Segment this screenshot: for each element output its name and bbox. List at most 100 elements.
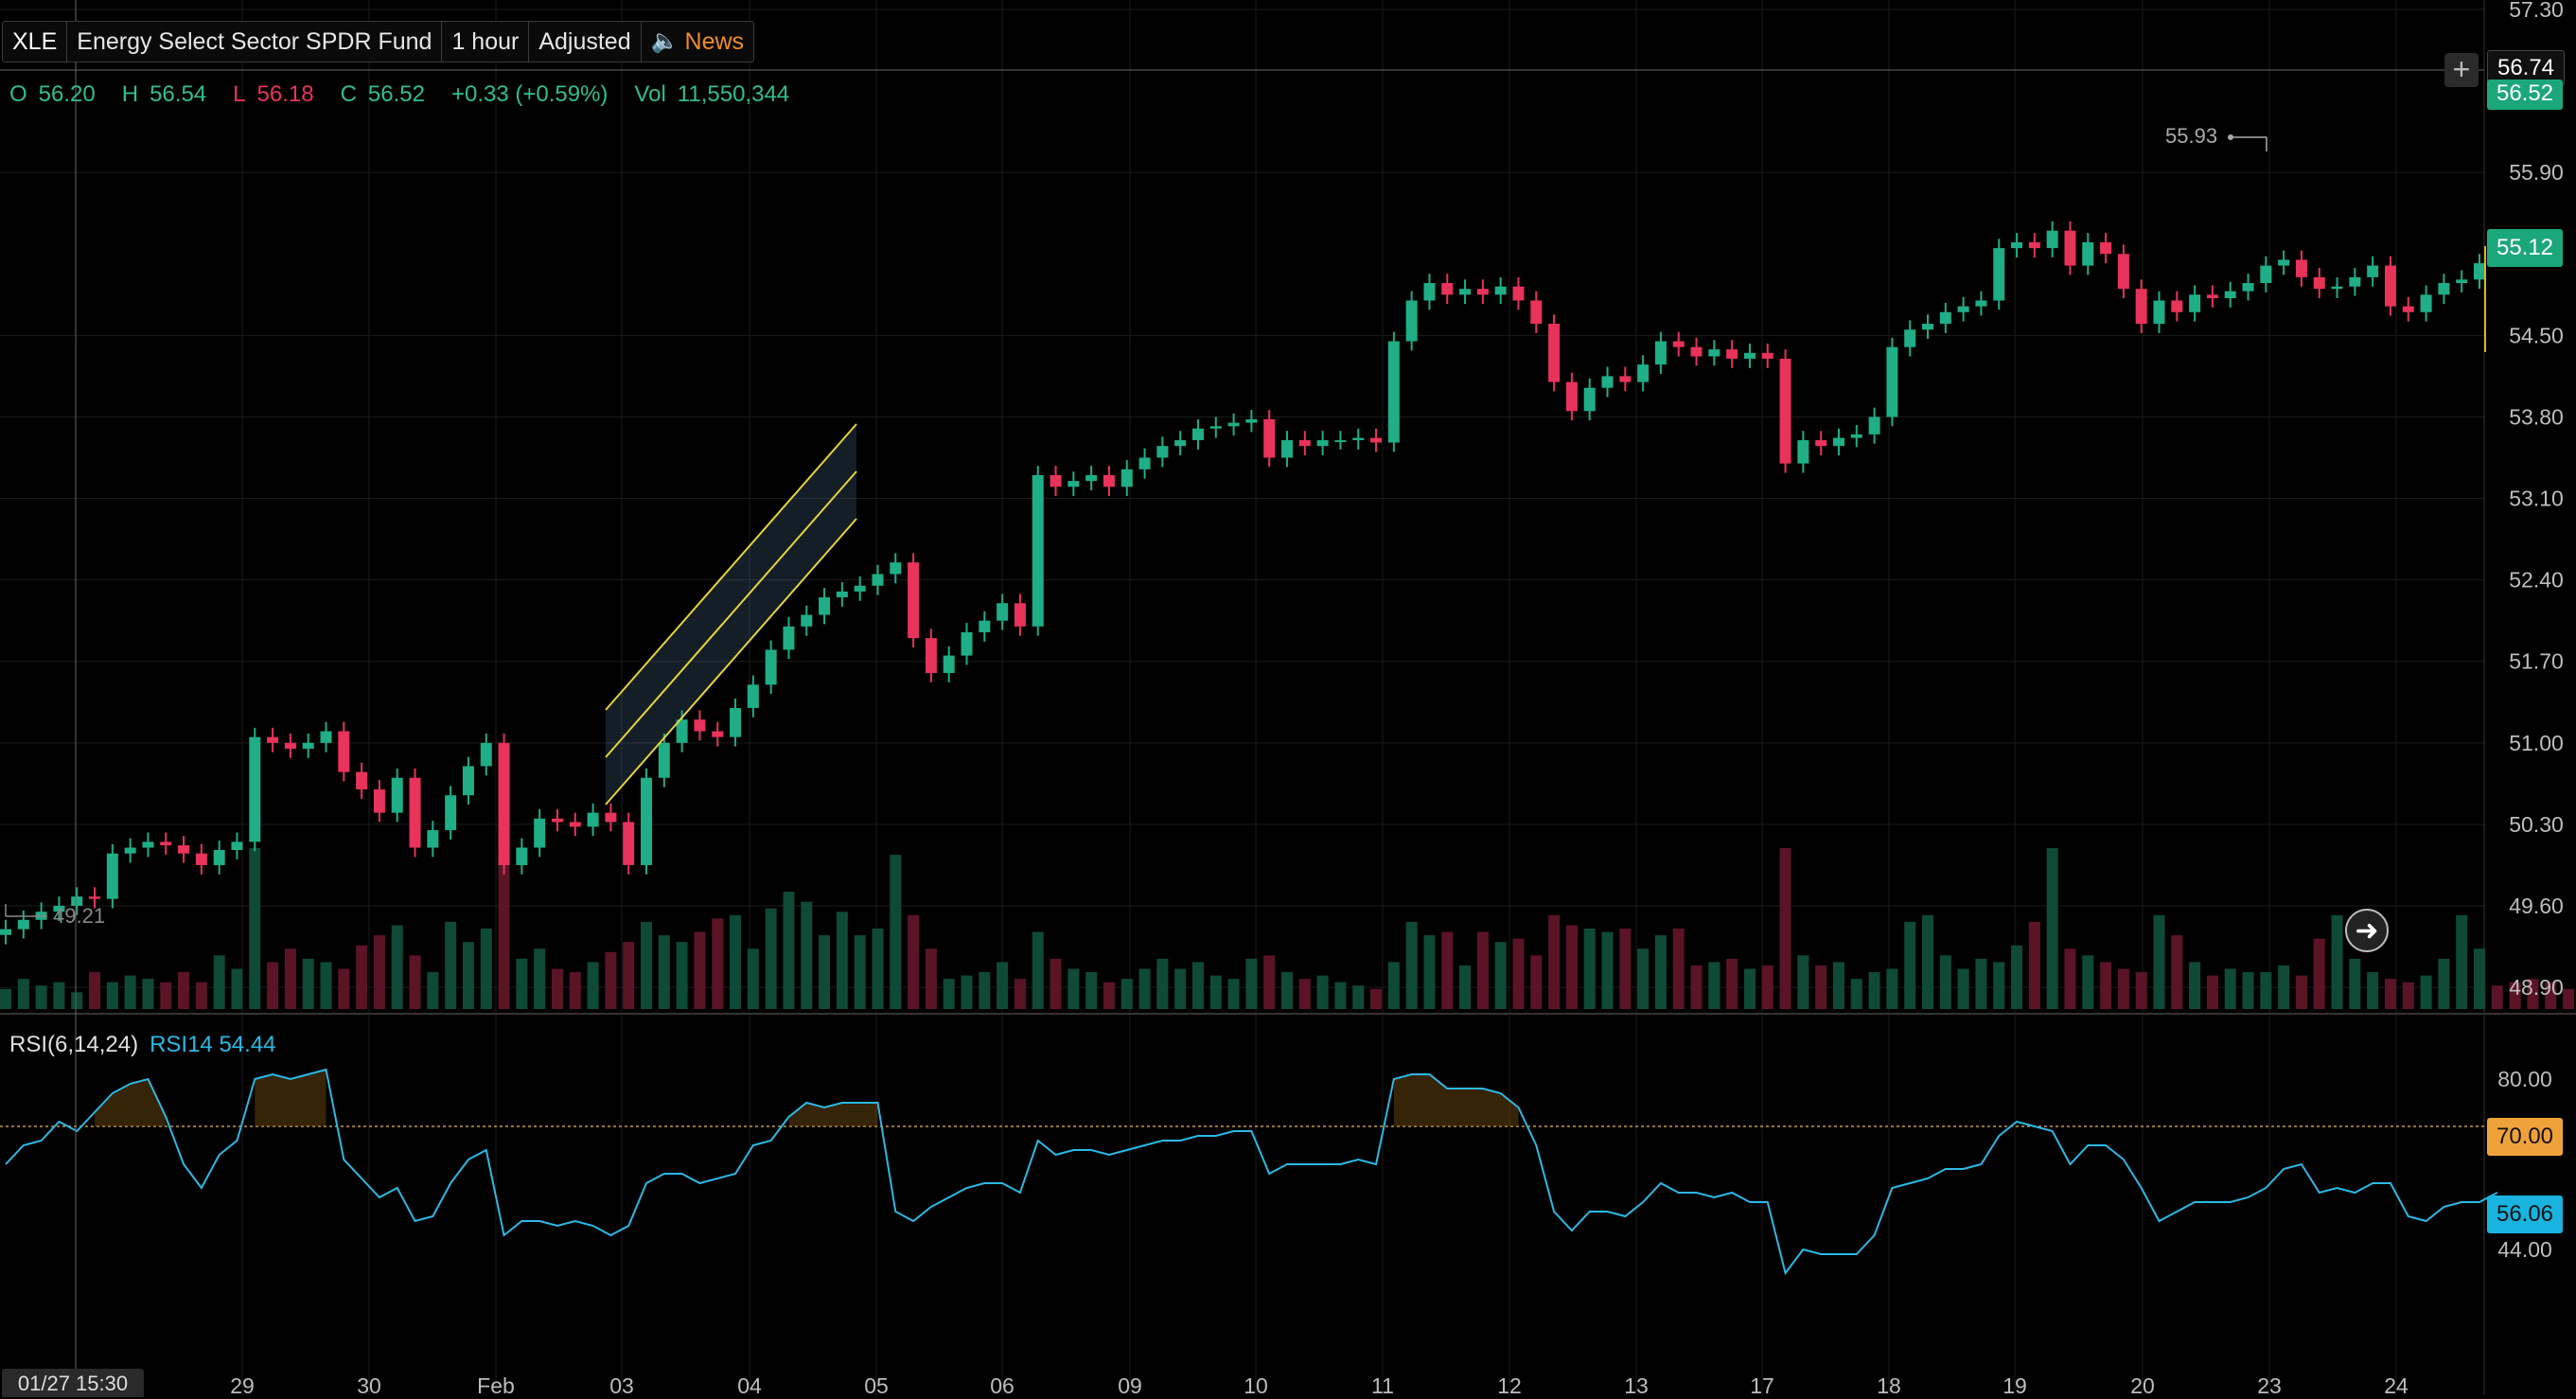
candle-body xyxy=(213,849,225,865)
volume-bar xyxy=(730,914,742,1009)
low-annotation: 49.21 xyxy=(53,904,106,928)
candlestick xyxy=(409,768,421,858)
volume-bar xyxy=(925,948,937,1009)
candle-body xyxy=(302,742,314,749)
volume-bar xyxy=(712,918,724,1009)
time-tick-label: 11 xyxy=(1371,1373,1394,1395)
candle-body xyxy=(1886,346,1898,417)
volume-bar xyxy=(1922,914,1934,1009)
time-tick-label: 09 xyxy=(1118,1373,1142,1395)
candle-body xyxy=(2206,294,2218,299)
volume-bar xyxy=(1032,931,1044,1009)
candlestick xyxy=(730,699,742,747)
volume-bar xyxy=(178,972,190,1009)
volume-bar xyxy=(124,975,136,1009)
volume-bar xyxy=(2278,965,2290,1009)
volume-bar xyxy=(1726,958,1738,1009)
candlestick xyxy=(1387,331,1400,452)
candle-body xyxy=(178,845,190,854)
candle-body xyxy=(124,847,136,854)
volume-bar xyxy=(1050,958,1062,1009)
candlestick xyxy=(658,733,670,788)
volume-bar xyxy=(249,848,261,1009)
candle-body xyxy=(943,655,955,674)
candle-body xyxy=(1922,324,1934,330)
candle-body xyxy=(2295,259,2307,277)
candlestick xyxy=(2420,285,2432,322)
candle-body xyxy=(747,684,759,708)
high-annotation: 55.93 xyxy=(2165,124,2218,148)
candle-body xyxy=(2171,300,2183,312)
candle-body xyxy=(854,585,866,592)
volume-bar xyxy=(1014,979,1026,1009)
candlestick xyxy=(1601,366,1614,398)
candlestick xyxy=(1832,428,1844,456)
volume-bar xyxy=(106,982,118,1009)
volume-bar xyxy=(2242,972,2254,1009)
candlestick xyxy=(1654,331,1667,374)
symbol-name[interactable]: Energy Select Sector SPDR Fund xyxy=(67,22,443,62)
volume-bar xyxy=(783,892,795,1009)
candle-body xyxy=(2384,265,2396,307)
volume-bar xyxy=(819,935,831,1009)
symbol-button[interactable]: XLE xyxy=(3,22,68,62)
candlestick xyxy=(2153,291,2165,333)
candlestick xyxy=(124,838,136,863)
candlestick xyxy=(516,838,528,875)
open-label: O xyxy=(9,81,27,107)
candle-body xyxy=(551,818,563,823)
candle-body xyxy=(1726,349,1738,359)
candlestick xyxy=(2384,256,2396,316)
volume-bar xyxy=(2100,962,2112,1009)
candlestick xyxy=(195,843,207,875)
volume-bar xyxy=(373,935,385,1009)
candle-body xyxy=(2100,241,2112,255)
volume-bar xyxy=(872,929,884,1009)
candlestick xyxy=(1797,431,1809,473)
volume-bar xyxy=(1868,972,1880,1009)
volume-bar xyxy=(1512,938,1525,1009)
interval-button[interactable]: 1 hour xyxy=(442,22,530,62)
candlestick xyxy=(979,611,991,642)
candle-body xyxy=(89,896,101,899)
volume-bar xyxy=(1832,962,1844,1009)
candlestick xyxy=(2064,221,2076,275)
candlestick xyxy=(1245,410,1258,433)
price-tick-label: 48.90 xyxy=(2509,975,2564,1000)
adjusted-button[interactable]: Adjusted xyxy=(529,22,642,62)
rsi-settings[interactable]: RSI(6,14,24) xyxy=(9,1032,139,1057)
time-tick-label: 05 xyxy=(864,1373,889,1395)
candlestick xyxy=(1316,431,1329,456)
scroll-to-latest-icon[interactable]: ➜ xyxy=(2345,909,2389,952)
time-axis: 29 30 Feb 03 04 05 06 09 10 11 12 13 17 18 19 20 23 24 xyxy=(230,1373,2408,1395)
candlestick xyxy=(623,812,635,875)
volume-bar xyxy=(2117,968,2129,1009)
candlestick xyxy=(1993,239,2005,310)
rsi-indicator xyxy=(0,1068,2498,1276)
volume-bar xyxy=(569,972,581,1009)
candle-body xyxy=(623,822,635,865)
volume-bar xyxy=(908,914,920,1009)
candle-body xyxy=(2438,283,2450,295)
volume-bar xyxy=(1423,935,1436,1009)
volume-bar xyxy=(1939,955,1951,1009)
candle-body xyxy=(2189,294,2201,312)
price-tick-label: 50.30 xyxy=(2509,812,2564,837)
candlestick xyxy=(2171,291,2183,322)
candle-body xyxy=(1957,306,1969,312)
rsi-overbought-area xyxy=(95,1079,167,1126)
volume-bar xyxy=(676,942,688,1009)
candle-body xyxy=(1191,428,1204,441)
candle-body xyxy=(267,736,279,743)
candlestick xyxy=(1637,355,1650,392)
volume-bar xyxy=(338,968,350,1009)
candlestick xyxy=(373,780,385,823)
candle-body xyxy=(1476,289,1489,295)
news-button[interactable]: 🔈 News xyxy=(642,22,753,62)
candlestick xyxy=(2313,268,2325,299)
rsi-overbought-tag: 70.00 xyxy=(2487,1118,2563,1156)
candlestick xyxy=(2456,270,2468,292)
candlestick xyxy=(1298,431,1311,456)
add-order-button[interactable]: + xyxy=(2444,53,2479,87)
